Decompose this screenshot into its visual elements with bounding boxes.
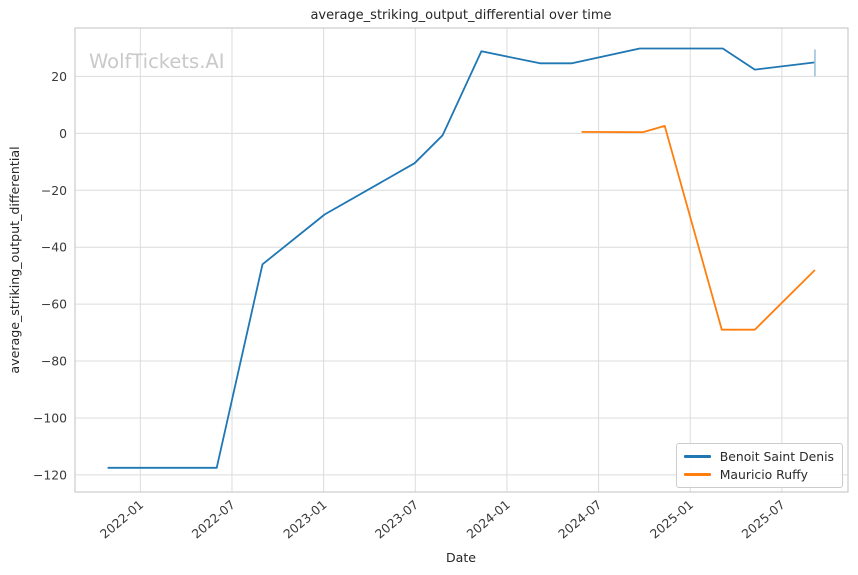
legend-item: Benoit Saint Denis xyxy=(683,449,834,464)
legend: Benoit Saint Denis Mauricio Ruffy xyxy=(675,443,843,488)
x-tick-label: 2025-01 xyxy=(647,497,696,542)
y-tick-label: −80 xyxy=(41,354,67,369)
y-tick-label: 20 xyxy=(51,69,67,84)
y-tick-label: 0 xyxy=(59,126,67,141)
gridlines xyxy=(75,28,848,492)
series-line-benoit-saint-denis xyxy=(107,47,816,469)
y-tick-label: −20 xyxy=(41,183,67,198)
legend-label: Benoit Saint Denis xyxy=(719,449,834,464)
x-tick-label: 2025-07 xyxy=(739,497,788,542)
legend-item: Mauricio Ruffy xyxy=(683,467,834,482)
watermark: WolfTickets.AI xyxy=(89,50,225,73)
x-tick-label: 2022-01 xyxy=(97,497,146,542)
x-tick-label: 2023-07 xyxy=(372,497,421,542)
y-tick-label: −120 xyxy=(33,467,67,482)
x-tick-label: 2024-07 xyxy=(555,497,604,542)
x-tick-label: 2023-01 xyxy=(280,497,329,542)
legend-line-swatch-mauricio-ruffy xyxy=(683,473,711,476)
y-tick-label: −100 xyxy=(33,410,67,425)
x-axis-label: Date xyxy=(446,550,476,565)
y-tick-label: −40 xyxy=(41,240,67,255)
plot-border xyxy=(74,27,849,493)
y-tick-label: −60 xyxy=(41,297,67,312)
chart-title: average_striking_output_differential ove… xyxy=(310,8,611,23)
y-axis-label: average_striking_output_differential xyxy=(7,146,22,373)
legend-label: Mauricio Ruffy xyxy=(719,467,808,482)
series-line-mauricio-ruffy xyxy=(581,125,816,331)
x-tick-label: 2022-07 xyxy=(189,497,238,542)
legend-line-swatch-benoit-saint-denis xyxy=(683,455,711,458)
x-tick-label: 2024-01 xyxy=(464,497,513,542)
